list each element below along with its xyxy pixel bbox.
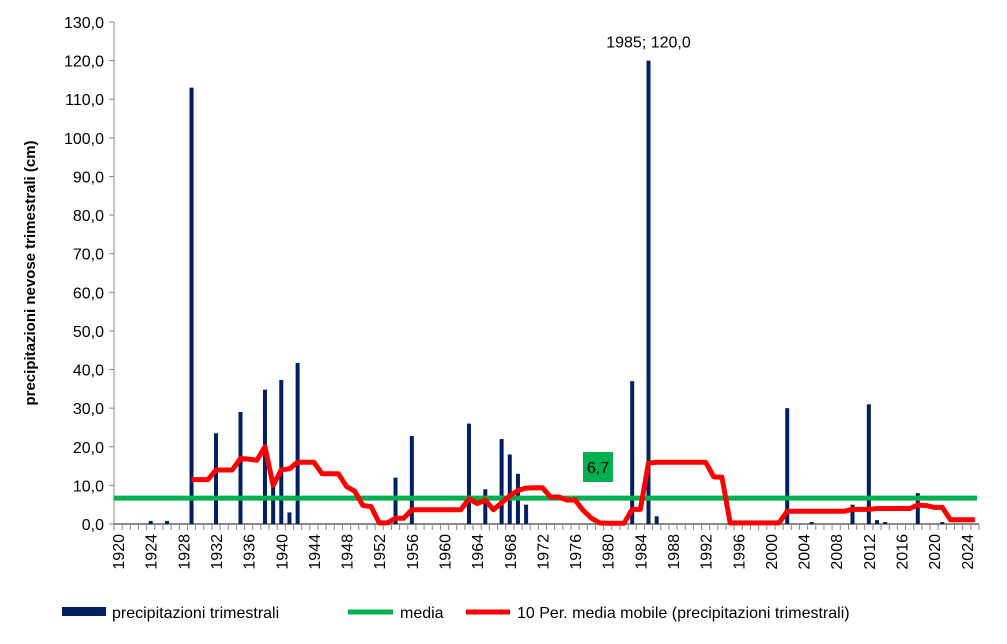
- x-tick-label: 1936: [242, 534, 259, 570]
- bar: [271, 485, 276, 524]
- bar: [809, 522, 814, 524]
- bar: [287, 512, 292, 524]
- bar: [915, 493, 920, 524]
- x-tick-label: 1952: [372, 534, 389, 570]
- x-tick-label: 1968: [503, 534, 520, 570]
- bar: [409, 435, 414, 524]
- y-tick-label: 60,0: [73, 285, 104, 302]
- legend-swatch-bars: [62, 607, 106, 616]
- bar: [507, 454, 512, 524]
- x-tick-label: 1980: [601, 534, 618, 570]
- x-tick-label: 1948: [340, 534, 357, 570]
- bar: [483, 489, 488, 524]
- y-tick-label: 90,0: [73, 169, 104, 186]
- x-tick-label: 2016: [894, 534, 911, 570]
- bar: [785, 408, 790, 524]
- bar: [883, 522, 888, 524]
- bar: [866, 404, 871, 524]
- y-tick-label: 20,0: [73, 440, 104, 457]
- x-tick-label: 2012: [862, 534, 879, 570]
- y-tick-label: 10,0: [73, 478, 104, 495]
- y-tick-label: 30,0: [73, 401, 104, 418]
- bar: [148, 520, 153, 524]
- x-tick-label: 1988: [666, 534, 683, 570]
- x-tick-label: 1996: [731, 534, 748, 570]
- legend-label-moving-average: 10 Per. media mobile (precipitazioni tri…: [517, 605, 850, 622]
- bar: [524, 504, 529, 524]
- x-tick-label: 1972: [535, 534, 552, 570]
- x-tick-label: 1976: [568, 534, 585, 570]
- y-tick-label: 0,0: [82, 517, 104, 534]
- bar: [295, 362, 300, 524]
- bar: [466, 423, 471, 524]
- bar: [499, 439, 504, 524]
- y-tick-label: 130,0: [64, 15, 104, 32]
- x-tick-label: 1956: [405, 534, 422, 570]
- moving-average-line: [191, 444, 975, 526]
- mean-label-box: [583, 452, 613, 482]
- legend-label-bars: precipitazioni trimestrali: [112, 605, 279, 622]
- x-tick-label: 1992: [699, 534, 716, 570]
- y-axis-title: precipitazioni nevose trimestrali (cm): [22, 140, 39, 405]
- y-tick-label: 40,0: [73, 363, 104, 380]
- x-tick-label: 2008: [829, 534, 846, 570]
- bar: [165, 520, 170, 524]
- x-tick-label: 1944: [307, 534, 324, 570]
- x-tick-label: 1932: [209, 534, 226, 570]
- x-tick-label: 1960: [437, 534, 454, 570]
- bar: [279, 379, 284, 524]
- legend: precipitazioni trimestrali media 10 Per.…: [62, 605, 850, 622]
- mean-label: 6,7: [587, 460, 609, 477]
- x-tick-label: 2020: [927, 534, 944, 570]
- y-tick-label: 100,0: [64, 131, 104, 148]
- peak-data-label: 1985; 120,0: [606, 35, 691, 52]
- bar: [654, 516, 659, 524]
- y-tick-label: 70,0: [73, 247, 104, 264]
- bar: [238, 412, 243, 524]
- x-tick-label: 2004: [797, 534, 814, 570]
- y-tick-label: 80,0: [73, 208, 104, 225]
- x-tick-label: 1940: [274, 534, 291, 570]
- x-tick-label: 2024: [960, 534, 977, 570]
- bar: [874, 520, 879, 524]
- x-tick-label: 1964: [470, 534, 487, 570]
- bar: [214, 433, 219, 524]
- y-axis: 0,0 10,0 20,0 30,0 40,0 50,0 60,0 70,0 80,0 90,0 1…: [64, 15, 115, 534]
- x-tick-label: 1920: [111, 534, 128, 570]
- x-tick-label: 1928: [176, 534, 193, 570]
- x-tick-label: 2000: [764, 534, 781, 570]
- bar: [646, 60, 651, 524]
- x-tick-label: 1924: [144, 534, 161, 570]
- bar: [630, 381, 635, 524]
- legend-label-mean: media: [400, 605, 444, 622]
- y-tick-label: 120,0: [64, 54, 104, 71]
- y-tick-label: 110,0: [65, 92, 104, 109]
- bar: [189, 87, 194, 525]
- bar: [850, 504, 855, 524]
- bar: [940, 522, 945, 524]
- y-tick-label: 50,0: [73, 324, 104, 341]
- x-tick-label: 1984: [633, 534, 650, 570]
- bar: [393, 477, 398, 524]
- x-axis: 1920 1924 1928 1932 1936 1940 1944 1948 1952 1956…: [111, 523, 980, 570]
